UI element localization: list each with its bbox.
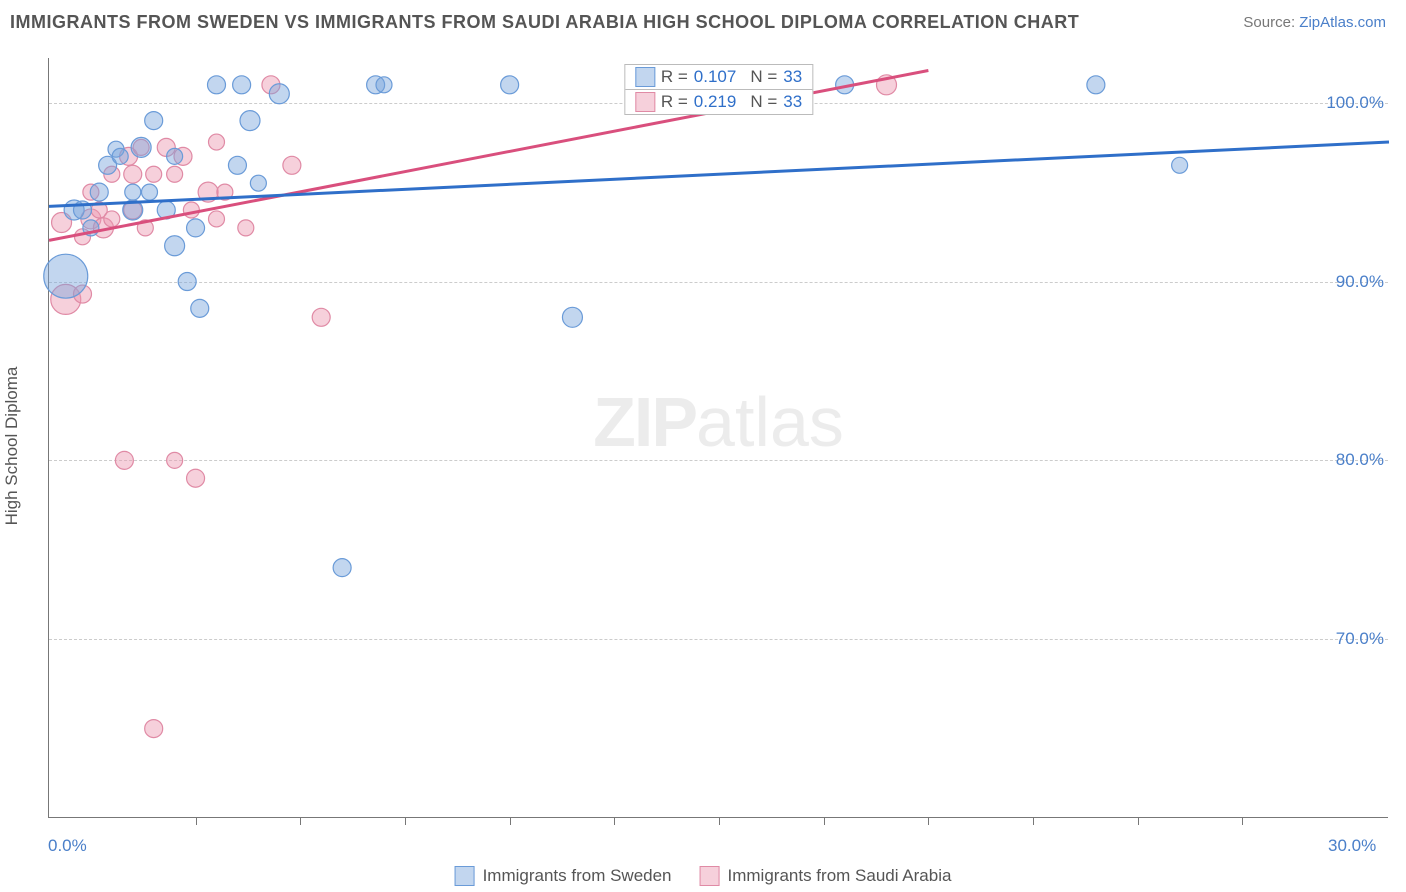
point-sweden xyxy=(165,236,185,256)
swatch-saudi xyxy=(700,866,720,886)
y-tick-label: 100.0% xyxy=(1326,93,1384,113)
x-tick xyxy=(1033,817,1034,825)
x-tick xyxy=(1242,817,1243,825)
point-sweden xyxy=(228,156,246,174)
point-sweden xyxy=(145,112,163,130)
x-tick-label: 0.0% xyxy=(48,836,87,856)
source-label: Source: xyxy=(1243,14,1299,31)
point-sweden xyxy=(125,184,141,200)
point-saudi xyxy=(312,308,330,326)
x-tick xyxy=(928,817,929,825)
series-legend: Immigrants from Sweden Immigrants from S… xyxy=(455,866,952,886)
legend-item-saudi: Immigrants from Saudi Arabia xyxy=(700,866,952,886)
swatch-saudi xyxy=(635,92,655,112)
point-sweden xyxy=(1172,157,1188,173)
y-axis-label: High School Diploma xyxy=(2,367,22,526)
x-tick xyxy=(824,817,825,825)
x-tick xyxy=(510,817,511,825)
point-sweden xyxy=(501,76,519,94)
point-sweden xyxy=(562,307,582,327)
point-sweden xyxy=(233,76,251,94)
legend-row-sweden: R = 0.107 N = 33 xyxy=(625,65,812,89)
point-sweden xyxy=(333,559,351,577)
legend-item-sweden: Immigrants from Sweden xyxy=(455,866,672,886)
swatch-sweden xyxy=(635,67,655,87)
x-tick xyxy=(719,817,720,825)
r-value-saudi: 0.219 xyxy=(694,92,737,112)
legend-label-sweden: Immigrants from Sweden xyxy=(483,866,672,886)
point-sweden xyxy=(44,254,88,298)
point-saudi xyxy=(209,211,225,227)
x-tick xyxy=(300,817,301,825)
point-sweden xyxy=(208,76,226,94)
n-value-saudi: 33 xyxy=(783,92,802,112)
point-sweden xyxy=(1087,76,1105,94)
point-saudi xyxy=(283,156,301,174)
point-sweden xyxy=(250,175,266,191)
y-tick-label: 80.0% xyxy=(1336,450,1384,470)
point-sweden xyxy=(187,219,205,237)
source-attribution: Source: ZipAtlas.com xyxy=(1243,14,1386,31)
x-tick xyxy=(614,817,615,825)
x-tick xyxy=(405,817,406,825)
r-label: R = xyxy=(661,92,688,112)
x-tick xyxy=(1138,817,1139,825)
y-tick-label: 90.0% xyxy=(1336,272,1384,292)
point-saudi xyxy=(238,220,254,236)
point-saudi xyxy=(124,165,142,183)
point-sweden xyxy=(90,183,108,201)
scatter-plot-area: ZIPatlas R = 0.107 N = 33 R = 0.219 N = … xyxy=(48,58,1388,818)
point-sweden xyxy=(142,184,158,200)
point-saudi xyxy=(167,452,183,468)
point-sweden xyxy=(376,77,392,93)
swatch-sweden xyxy=(455,866,475,886)
correlation-legend: R = 0.107 N = 33 R = 0.219 N = 33 xyxy=(624,64,813,115)
point-saudi xyxy=(104,211,120,227)
y-tick-label: 70.0% xyxy=(1336,629,1384,649)
point-saudi xyxy=(145,720,163,738)
x-tick-label: 30.0% xyxy=(1328,836,1376,856)
point-sweden xyxy=(269,84,289,104)
legend-row-saudi: R = 0.219 N = 33 xyxy=(625,89,812,114)
point-saudi xyxy=(146,166,162,182)
point-sweden xyxy=(167,148,183,164)
x-tick xyxy=(196,817,197,825)
point-sweden xyxy=(178,273,196,291)
n-value-sweden: 33 xyxy=(783,67,802,87)
point-saudi xyxy=(183,202,199,218)
r-value-sweden: 0.107 xyxy=(694,67,737,87)
n-label: N = xyxy=(750,67,777,87)
r-label: R = xyxy=(661,67,688,87)
source-link[interactable]: ZipAtlas.com xyxy=(1299,14,1386,31)
point-saudi xyxy=(167,166,183,182)
chart-title: IMMIGRANTS FROM SWEDEN VS IMMIGRANTS FRO… xyxy=(10,12,1079,33)
point-sweden xyxy=(191,299,209,317)
plot-svg xyxy=(49,58,1389,818)
point-sweden xyxy=(112,148,128,164)
point-sweden xyxy=(240,111,260,131)
n-label: N = xyxy=(750,92,777,112)
point-saudi xyxy=(115,451,133,469)
point-saudi xyxy=(209,134,225,150)
legend-label-saudi: Immigrants from Saudi Arabia xyxy=(728,866,952,886)
regression-line-sweden xyxy=(49,142,1389,206)
point-saudi xyxy=(187,469,205,487)
point-sweden xyxy=(131,137,151,157)
